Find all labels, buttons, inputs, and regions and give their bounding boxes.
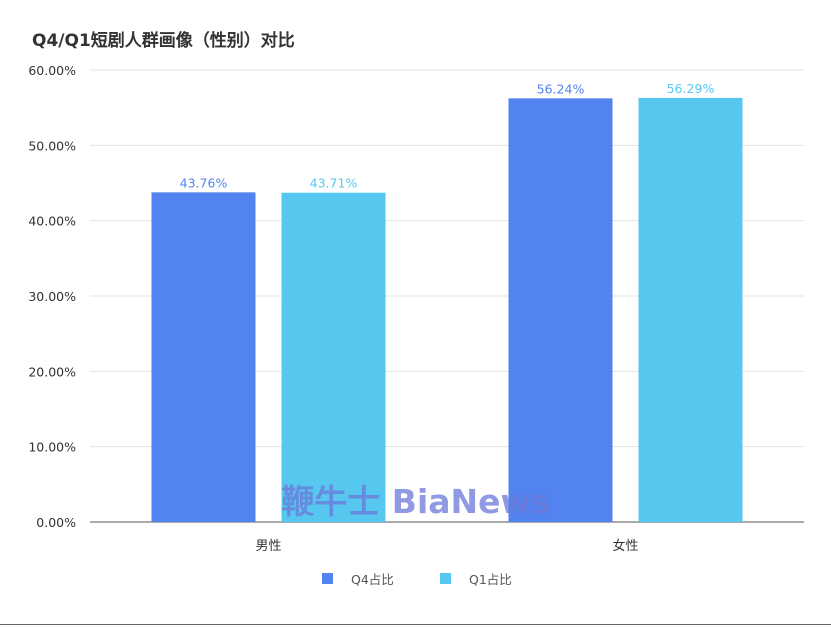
data-label: 43.71% [310, 176, 358, 191]
y-tick-label: 0.00% [36, 515, 76, 530]
data-label: 56.29% [667, 81, 715, 96]
legend-label: Q1占比 [469, 572, 512, 587]
y-tick-label: 50.00% [28, 138, 76, 153]
data-label: 56.24% [537, 81, 585, 96]
legend-swatch [440, 573, 451, 584]
x-tick-label: 男性 [255, 539, 281, 554]
y-tick-label: 30.00% [28, 289, 76, 304]
bottom-divider [0, 624, 831, 625]
chart-title: Q4/Q1短剧人群画像（性别）对比 [32, 31, 295, 51]
x-tick-label: 女性 [612, 538, 638, 554]
y-tick-label: 20.00% [28, 364, 76, 379]
y-tick-label: 10.00% [28, 440, 76, 455]
watermark: 鞭牛士 BiaNews [281, 482, 550, 521]
bar [508, 98, 613, 523]
bar [151, 192, 256, 522]
legend-swatch [322, 573, 333, 584]
bar [638, 97, 743, 522]
legend-label: Q4占比 [351, 572, 394, 587]
y-tick-label: 60.00% [28, 63, 76, 78]
bar [281, 192, 386, 522]
data-label: 43.76% [180, 175, 228, 190]
y-tick-label: 40.00% [28, 214, 76, 229]
